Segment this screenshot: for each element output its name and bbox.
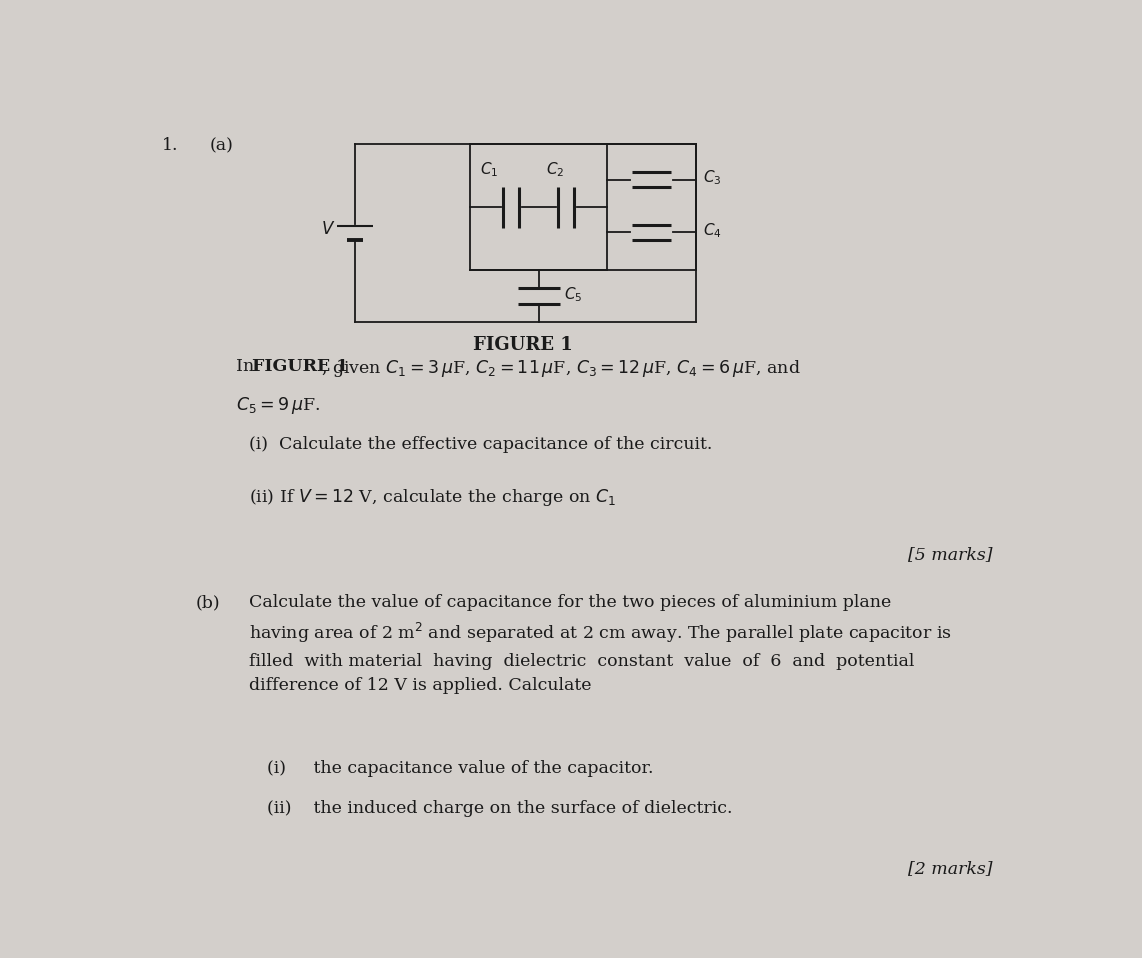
Text: (ii)    the induced charge on the surface of dielectric.: (ii) the induced charge on the surface o… bbox=[267, 800, 732, 816]
Text: (i)  Calculate the effective capacitance of the circuit.: (i) Calculate the effective capacitance … bbox=[249, 436, 713, 453]
Text: $C_4$: $C_4$ bbox=[703, 221, 722, 240]
Text: FIGURE 1: FIGURE 1 bbox=[252, 358, 348, 376]
Text: (a): (a) bbox=[209, 137, 233, 154]
Text: $C_2$: $C_2$ bbox=[547, 160, 565, 179]
Text: Calculate the value of capacitance for the two pieces of aluminium plane
having : Calculate the value of capacitance for t… bbox=[249, 594, 952, 694]
Text: $C_5$: $C_5$ bbox=[564, 285, 582, 304]
Text: 1.: 1. bbox=[162, 137, 178, 154]
Text: FIGURE 1: FIGURE 1 bbox=[474, 336, 573, 354]
Text: (ii) If $V = 12$ V, calculate the charge on $C_1$: (ii) If $V = 12$ V, calculate the charge… bbox=[249, 488, 616, 509]
Text: $V$: $V$ bbox=[321, 220, 336, 238]
Text: (b): (b) bbox=[196, 594, 220, 611]
Text: $C_1$: $C_1$ bbox=[480, 160, 498, 179]
Text: $C_3$: $C_3$ bbox=[703, 169, 722, 188]
Text: (i)     the capacitance value of the capacitor.: (i) the capacitance value of the capacit… bbox=[267, 761, 653, 777]
Text: In: In bbox=[235, 358, 259, 376]
Text: [2 marks]: [2 marks] bbox=[908, 860, 992, 877]
Text: $C_5 = 9\,\mu$F.: $C_5 = 9\,\mu$F. bbox=[235, 396, 320, 417]
Text: , given $C_1 = 3\,\mu$F, $C_2 = 11\,\mu$F, $C_3 = 12\,\mu$F, $C_4 = 6\,\mu$F, an: , given $C_1 = 3\,\mu$F, $C_2 = 11\,\mu$… bbox=[321, 358, 801, 379]
Text: [5 marks]: [5 marks] bbox=[908, 546, 992, 563]
